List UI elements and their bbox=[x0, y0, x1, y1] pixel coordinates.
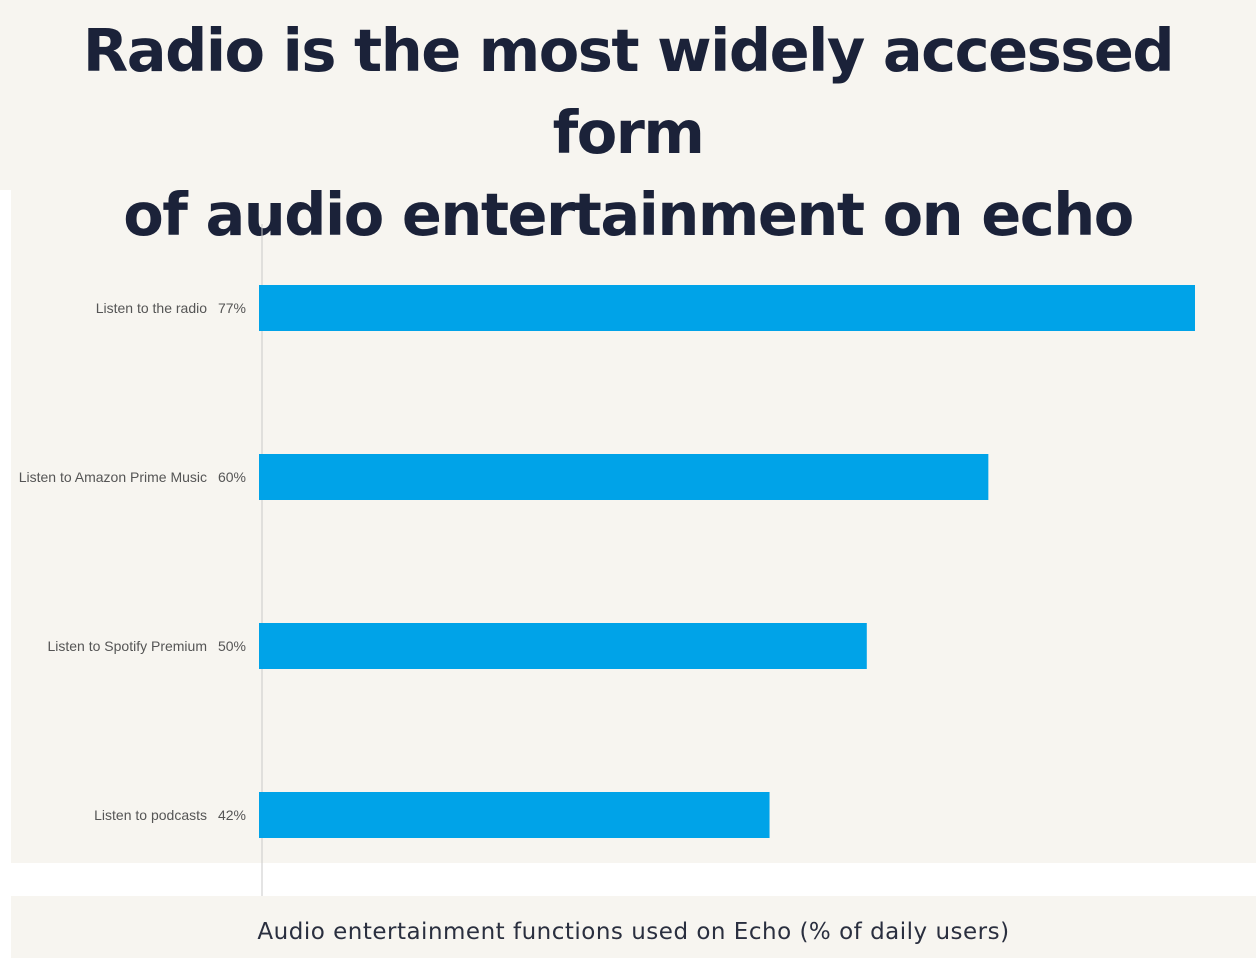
bar-2 bbox=[259, 623, 867, 669]
category-label: Listen to Spotify Premium bbox=[47, 638, 207, 654]
chart-title-line-2: of audio entertainment on echo bbox=[123, 180, 1134, 249]
bar-1 bbox=[259, 454, 989, 500]
bar-value-label: 50% bbox=[218, 638, 246, 654]
bar-3 bbox=[259, 792, 770, 838]
chart-title-line-1: Radio is the most widely accessed form bbox=[82, 16, 1175, 167]
caption-panel bbox=[11, 896, 1256, 958]
chart-title: Radio is the most widely accessed form of… bbox=[0, 10, 1256, 256]
bar-value-label: 60% bbox=[218, 469, 246, 485]
category-label: Listen to the radio bbox=[96, 300, 208, 316]
bar-value-label: 77% bbox=[218, 300, 246, 316]
category-label: Listen to podcasts bbox=[94, 807, 207, 823]
category-label: Listen to Amazon Prime Music bbox=[19, 469, 207, 485]
chart-caption: Audio entertainment functions used on Ec… bbox=[257, 919, 1010, 945]
title-panel bbox=[0, 0, 1256, 190]
bar-value-label: 42% bbox=[218, 807, 246, 823]
bar-0 bbox=[259, 285, 1195, 331]
